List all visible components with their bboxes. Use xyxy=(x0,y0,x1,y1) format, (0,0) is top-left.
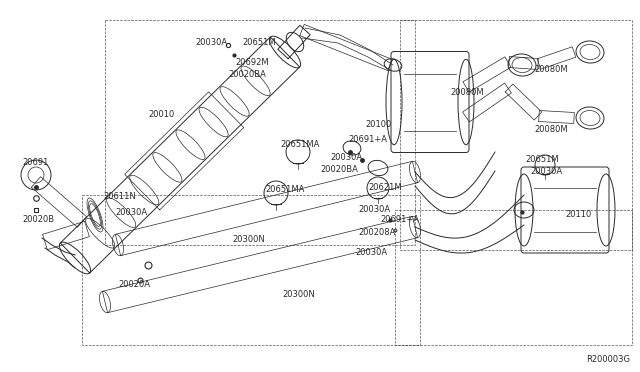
Text: 20020A: 20020A xyxy=(118,280,150,289)
Text: 20651M: 20651M xyxy=(525,155,559,164)
Text: 20030A: 20030A xyxy=(330,153,362,162)
Text: 20080M: 20080M xyxy=(534,125,568,134)
Text: 20100: 20100 xyxy=(365,120,391,129)
Text: 20020BA: 20020BA xyxy=(228,70,266,79)
Text: 20691+A: 20691+A xyxy=(348,135,387,144)
Text: 20691+A: 20691+A xyxy=(380,215,419,224)
Text: 20651MA: 20651MA xyxy=(280,140,319,149)
Text: 20080M: 20080M xyxy=(450,88,484,97)
Text: 20611N: 20611N xyxy=(103,192,136,201)
Text: 20300N: 20300N xyxy=(282,290,315,299)
Text: 20110: 20110 xyxy=(565,210,591,219)
Text: 200208A: 200208A xyxy=(358,228,396,237)
Text: 20621M: 20621M xyxy=(368,183,402,192)
Text: 20692M: 20692M xyxy=(235,58,269,67)
Text: 20691: 20691 xyxy=(22,158,49,167)
Text: 20030A: 20030A xyxy=(530,167,562,176)
Text: 20030A: 20030A xyxy=(115,208,147,217)
Text: R200003G: R200003G xyxy=(586,355,630,364)
Text: 20080M: 20080M xyxy=(534,65,568,74)
Text: 20300N: 20300N xyxy=(232,235,265,244)
Text: 20030A: 20030A xyxy=(355,248,387,257)
Text: 20651MA: 20651MA xyxy=(265,185,305,194)
Text: 20020B: 20020B xyxy=(22,215,54,224)
Text: 20020BA: 20020BA xyxy=(320,165,358,174)
Text: 20030A: 20030A xyxy=(195,38,227,47)
Text: 20010: 20010 xyxy=(148,110,174,119)
Text: 20651M: 20651M xyxy=(242,38,276,47)
Text: 20030A: 20030A xyxy=(358,205,390,214)
